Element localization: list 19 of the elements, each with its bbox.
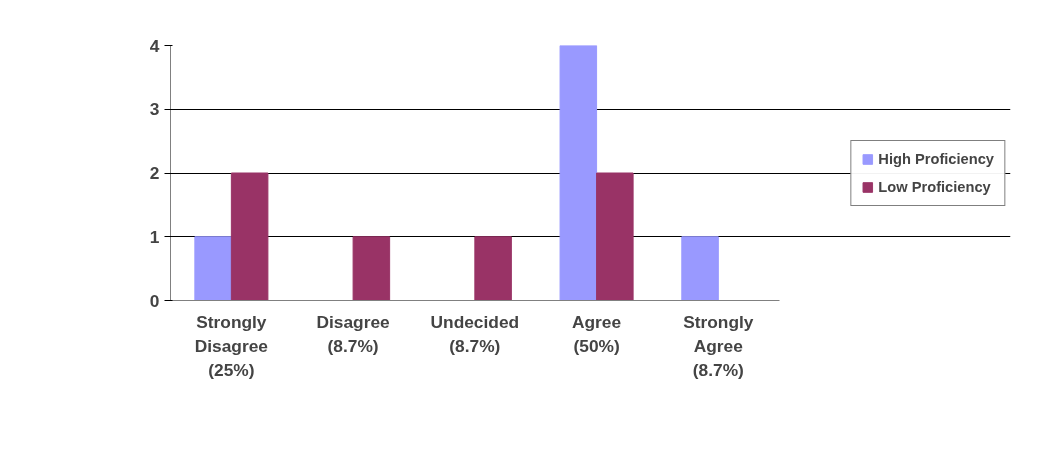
x-tick-label: Strongly Disagree (25%) xyxy=(194,311,269,380)
y-tick-label: 2 xyxy=(149,163,160,183)
bar xyxy=(681,236,719,301)
legend-label: Low Proficiency xyxy=(878,178,991,195)
y-tick-label: 3 xyxy=(149,99,160,120)
x-tick-label: Agree (50%) xyxy=(572,311,622,356)
y-tick-label: 4 xyxy=(149,35,160,56)
y-tick-label: 0 xyxy=(149,290,160,311)
x-tick-label: Strongly Agree (8.7%) xyxy=(683,311,754,380)
bar xyxy=(596,172,634,301)
bar xyxy=(230,172,269,301)
x-tick-label: Undecided (8.7%) xyxy=(430,311,520,356)
bar xyxy=(474,236,512,301)
x-tick-label: Disagree (8.7%) xyxy=(316,311,391,356)
legend-label: High Proficiency xyxy=(878,150,994,167)
bar xyxy=(559,45,598,301)
bar xyxy=(194,236,232,301)
y-tick-label: 1 xyxy=(149,226,160,247)
bar xyxy=(352,236,391,301)
